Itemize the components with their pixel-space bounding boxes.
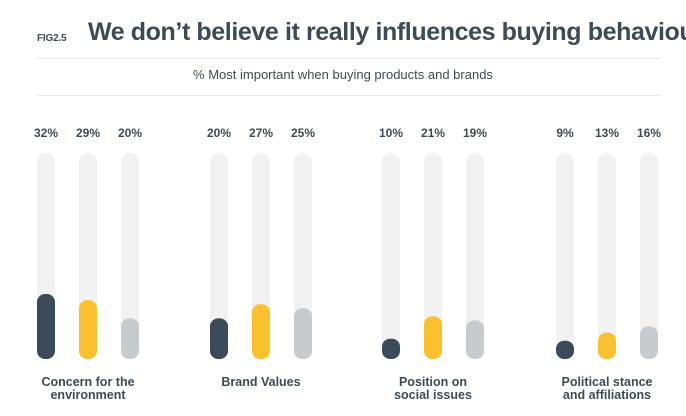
bar-track [640,153,658,359]
bar [294,308,312,359]
category-label: social issues [394,388,472,402]
data-label: 32% [34,126,58,140]
bar [424,316,442,359]
category-label: and affiliations [563,388,651,402]
bar-track [598,153,616,359]
bar [252,304,270,359]
bar-track [121,153,139,359]
bar [37,294,55,359]
bar-track [424,153,442,359]
data-label: 20% [207,126,231,140]
category-label: Concern for the [41,375,134,389]
bar-track [210,153,228,359]
figure-label: FIG2.5 [37,33,67,44]
data-label: 20% [118,126,142,140]
bar [598,332,616,359]
data-label: 16% [637,126,661,140]
data-label: 9% [556,126,574,140]
chart-subtitle: % Most important when buying products an… [193,67,493,82]
bar [121,318,139,359]
category-label: Position on [399,375,467,389]
top-divider [37,58,661,59]
data-label: 21% [421,126,445,140]
chart-title: We don’t believe it really influences bu… [88,18,686,46]
bar [466,320,484,359]
bar [210,318,228,359]
bar [382,338,400,359]
figure-header: FIG2.5 We don’t believe it really influe… [0,0,686,58]
bar [556,340,574,359]
category-label: Political stance [561,375,652,389]
category-label: environment [50,388,126,402]
subtitle-divider [37,95,661,96]
data-label: 25% [291,126,315,140]
category-label: Brand Values [221,375,300,389]
bar [640,326,658,359]
data-label: 29% [76,126,100,140]
data-label: 27% [249,126,273,140]
bar [79,300,97,359]
data-label: 19% [463,126,487,140]
data-label: 13% [595,126,619,140]
bar-track [382,153,400,359]
bar-track [294,153,312,359]
bar-track [556,153,574,359]
bar-track [466,153,484,359]
data-label: 10% [379,126,403,140]
